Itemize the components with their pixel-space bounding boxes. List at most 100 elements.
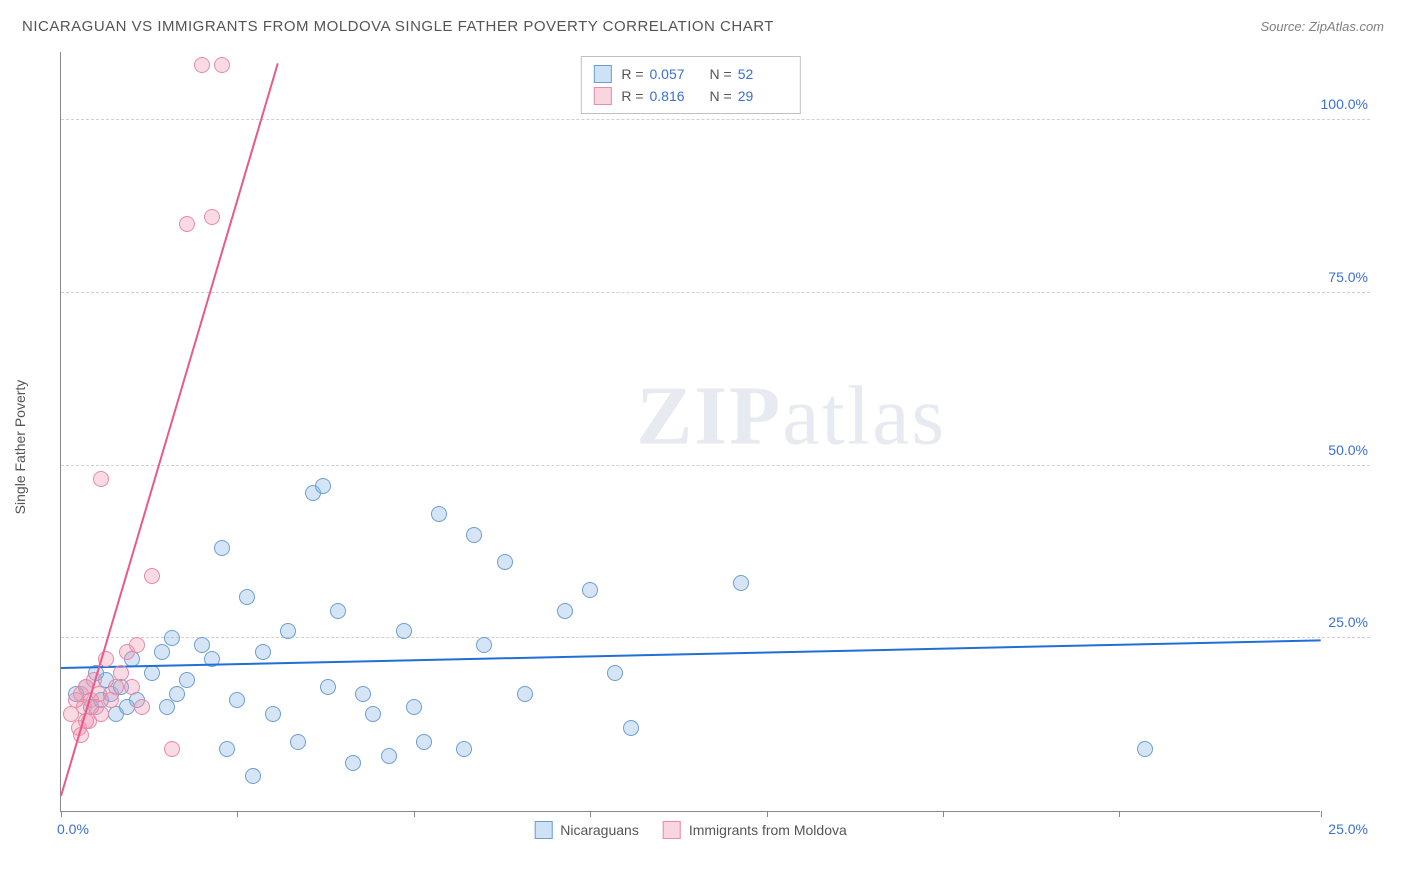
swatch-icon xyxy=(593,65,611,83)
x-origin-label: 0.0% xyxy=(57,821,89,837)
data-point xyxy=(144,665,160,681)
scatter-plot: ZIPatlas R = 0.057 N = 52 R = 0.816 N = … xyxy=(60,52,1320,812)
y-tick-label: 50.0% xyxy=(1328,442,1368,458)
data-point xyxy=(93,471,109,487)
stats-row: R = 0.057 N = 52 xyxy=(593,63,787,85)
data-point xyxy=(245,768,261,784)
stat-n-label: N = xyxy=(710,66,732,82)
data-point xyxy=(355,686,371,702)
swatch-icon xyxy=(663,821,681,839)
data-point xyxy=(255,644,271,660)
x-tick xyxy=(237,811,238,817)
y-tick-label: 25.0% xyxy=(1328,614,1368,630)
data-point xyxy=(154,644,170,660)
data-point xyxy=(345,755,361,771)
data-point xyxy=(93,706,109,722)
gridline xyxy=(61,119,1370,120)
data-point xyxy=(365,706,381,722)
y-tick-label: 75.0% xyxy=(1328,269,1368,285)
x-tick xyxy=(1321,811,1322,817)
x-tick xyxy=(414,811,415,817)
data-point xyxy=(497,554,513,570)
data-point xyxy=(733,575,749,591)
stat-r-value: 0.816 xyxy=(650,88,700,104)
data-point xyxy=(623,720,639,736)
legend-item: Nicaraguans xyxy=(534,821,639,839)
data-point xyxy=(582,582,598,598)
legend-item: Immigrants from Moldova xyxy=(663,821,847,839)
gridline xyxy=(61,637,1370,638)
data-point xyxy=(119,699,135,715)
data-point xyxy=(557,603,573,619)
data-point xyxy=(108,679,124,695)
data-point xyxy=(431,506,447,522)
data-point xyxy=(1137,741,1153,757)
data-point xyxy=(607,665,623,681)
data-point xyxy=(456,741,472,757)
chart-area: Single Father Poverty ZIPatlas R = 0.057… xyxy=(50,52,1370,842)
data-point xyxy=(476,637,492,653)
stat-r-value: 0.057 xyxy=(650,66,700,82)
data-point xyxy=(164,741,180,757)
gridline xyxy=(61,465,1370,466)
data-point xyxy=(265,706,281,722)
stat-r-label: R = xyxy=(621,66,643,82)
data-point xyxy=(169,686,185,702)
x-tick xyxy=(61,811,62,817)
stat-n-value: 52 xyxy=(738,66,788,82)
trend-line xyxy=(61,640,1321,670)
data-point xyxy=(179,216,195,232)
data-point xyxy=(204,209,220,225)
data-point xyxy=(124,679,140,695)
y-tick-label: 100.0% xyxy=(1321,96,1368,112)
data-point xyxy=(280,623,296,639)
data-point xyxy=(134,699,150,715)
x-max-label: 25.0% xyxy=(1328,821,1368,837)
data-point xyxy=(229,692,245,708)
x-tick xyxy=(943,811,944,817)
y-axis-label: Single Father Poverty xyxy=(12,380,28,515)
x-tick xyxy=(1119,811,1120,817)
stat-r-label: R = xyxy=(621,88,643,104)
data-point xyxy=(194,57,210,73)
chart-header: NICARAGUAN VS IMMIGRANTS FROM MOLDOVA SI… xyxy=(22,18,1384,35)
data-point xyxy=(239,589,255,605)
chart-source: Source: ZipAtlas.com xyxy=(1260,19,1384,34)
watermark-text: ZIPatlas xyxy=(636,368,946,465)
swatch-icon xyxy=(534,821,552,839)
stats-legend: R = 0.057 N = 52 R = 0.816 N = 29 xyxy=(580,56,800,114)
data-point xyxy=(290,734,306,750)
data-point xyxy=(159,699,175,715)
trend-line xyxy=(60,64,279,797)
data-point xyxy=(330,603,346,619)
data-point xyxy=(214,57,230,73)
data-point xyxy=(406,699,422,715)
data-point xyxy=(219,741,235,757)
series-legend: Nicaraguans Immigrants from Moldova xyxy=(534,821,847,839)
legend-label: Nicaraguans xyxy=(560,822,639,838)
chart-title: NICARAGUAN VS IMMIGRANTS FROM MOLDOVA SI… xyxy=(22,18,774,35)
data-point xyxy=(103,692,119,708)
data-point xyxy=(315,478,331,494)
x-tick xyxy=(590,811,591,817)
data-point xyxy=(396,623,412,639)
data-point xyxy=(194,637,210,653)
data-point xyxy=(214,540,230,556)
data-point xyxy=(320,679,336,695)
data-point xyxy=(164,630,180,646)
x-tick xyxy=(767,811,768,817)
data-point xyxy=(416,734,432,750)
data-point xyxy=(144,568,160,584)
data-point xyxy=(113,665,129,681)
stat-n-value: 29 xyxy=(738,88,788,104)
data-point xyxy=(129,637,145,653)
swatch-icon xyxy=(593,87,611,105)
stat-n-label: N = xyxy=(710,88,732,104)
gridline xyxy=(61,292,1370,293)
data-point xyxy=(517,686,533,702)
stats-row: R = 0.816 N = 29 xyxy=(593,85,787,107)
data-point xyxy=(466,527,482,543)
data-point xyxy=(381,748,397,764)
data-point xyxy=(179,672,195,688)
legend-label: Immigrants from Moldova xyxy=(689,822,847,838)
